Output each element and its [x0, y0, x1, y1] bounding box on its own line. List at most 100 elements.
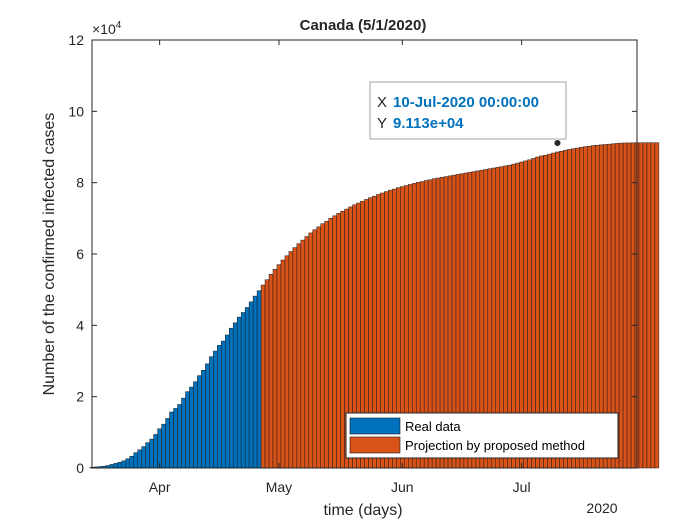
bar-real — [181, 397, 186, 469]
bar-projection — [638, 142, 644, 469]
bar-real — [129, 455, 135, 469]
bar-real — [153, 434, 158, 469]
bar-projection — [324, 220, 329, 469]
bar-real — [121, 460, 127, 469]
x-axis-label: time (days) — [323, 502, 402, 519]
y-exponent-base: ×10 — [92, 21, 116, 37]
bar-real — [209, 356, 214, 469]
bar-real — [232, 322, 238, 469]
bar-projection — [328, 218, 333, 469]
bar-projection — [622, 142, 628, 469]
bar-real — [169, 411, 174, 469]
bar-projection — [284, 255, 290, 469]
datatip-x-row: X 10-Jul-2020 00:00:00 — [377, 94, 539, 111]
datatip-box — [369, 81, 567, 140]
y-tick-label: 0 — [76, 460, 84, 476]
bar-projection — [272, 269, 278, 469]
legend-label-projection: Projection by proposed method — [405, 438, 585, 453]
bar-projection — [618, 142, 624, 469]
x-tick-label: May — [266, 479, 292, 495]
bar-projection — [292, 247, 298, 469]
bar-real — [213, 350, 218, 469]
bar-real — [177, 404, 182, 469]
datatip-y-value: 9.113e+04 — [393, 115, 464, 132]
bar-real — [236, 316, 242, 469]
x-ticks: Apr May Jun Jul — [149, 40, 531, 495]
bar-real — [125, 458, 131, 469]
bar-projection — [312, 229, 318, 469]
bar-projection — [654, 142, 660, 469]
bar-real — [173, 408, 178, 469]
legend-swatch-projection — [349, 436, 401, 454]
datatip-y-key: Y — [377, 115, 387, 132]
bar-projection — [288, 251, 294, 469]
bar-real — [141, 446, 146, 469]
bar-real — [137, 449, 142, 469]
bar-projection — [264, 279, 270, 469]
datatip: X 10-Jul-2020 00:00:00 Y 9.113e+04 — [369, 81, 567, 147]
bar-projection — [642, 142, 648, 469]
bar-real — [165, 418, 170, 469]
bar-real — [221, 340, 226, 469]
bar-real — [228, 327, 234, 469]
bar-real — [248, 301, 254, 469]
bar-real — [189, 386, 194, 469]
y-tick-label: 12 — [68, 32, 84, 48]
legend: Real data Projection by proposed method — [345, 412, 619, 459]
y-exponent-label: ×104 — [92, 20, 122, 37]
bar-real — [201, 370, 206, 469]
x-tick-label: Apr — [149, 479, 171, 495]
bar-real — [197, 375, 202, 469]
bar-real — [252, 295, 258, 469]
bar-projection — [304, 236, 310, 469]
x-tick-label: Jul — [513, 479, 531, 495]
bar-projection — [308, 232, 314, 469]
y-tick-label: 10 — [68, 103, 84, 119]
bar-projection — [268, 274, 274, 469]
datatip-marker — [553, 138, 562, 147]
bar-real — [161, 423, 166, 469]
x-tick-label: Jun — [391, 479, 414, 495]
datatip-x-value: 10-Jul-2020 00:00:00 — [393, 94, 539, 111]
bar-projection — [260, 284, 266, 469]
bar-projection — [336, 213, 341, 469]
y-exponent-power: 4 — [116, 20, 122, 31]
bar-projection — [276, 264, 282, 469]
y-tick-label: 6 — [76, 246, 84, 262]
bar-projection — [646, 142, 652, 469]
bar-real — [244, 307, 250, 469]
y-axis-label: Number of the confirmed infected cases — [41, 113, 58, 396]
bar-projection — [300, 239, 306, 469]
y-tick-label: 8 — [76, 175, 84, 191]
bar-real — [109, 464, 115, 469]
bar-real — [256, 290, 262, 469]
x-year-label: 2020 — [586, 500, 617, 516]
datatip-y-row: Y 9.113e+04 — [377, 115, 464, 132]
bar-projection — [340, 210, 345, 469]
y-tick-label: 2 — [76, 389, 84, 405]
bar-projection — [630, 142, 636, 469]
y-ticks: 0 2 4 6 8 10 12 — [68, 32, 637, 476]
bar-projection — [650, 142, 656, 469]
bar-projection — [332, 215, 337, 469]
bar-real — [185, 391, 190, 469]
bar-projection — [296, 243, 302, 469]
bar-real — [240, 312, 246, 469]
bar-real — [117, 462, 123, 469]
bar-projection — [626, 142, 632, 469]
bar-real — [193, 381, 198, 469]
bar-real — [113, 463, 119, 469]
bar-projection — [316, 226, 321, 469]
bars-group — [89, 142, 660, 469]
bar-real — [145, 442, 150, 469]
y-tick-label: 4 — [76, 317, 84, 333]
bar-real — [217, 345, 222, 469]
chart-title: Canada (5/1/2020) — [300, 17, 427, 34]
bar-projection — [280, 259, 286, 469]
bar-real — [149, 438, 154, 469]
legend-swatch-real — [349, 417, 401, 435]
bar-projection — [320, 223, 325, 469]
bar-real — [205, 363, 210, 469]
bar-real — [157, 428, 162, 469]
